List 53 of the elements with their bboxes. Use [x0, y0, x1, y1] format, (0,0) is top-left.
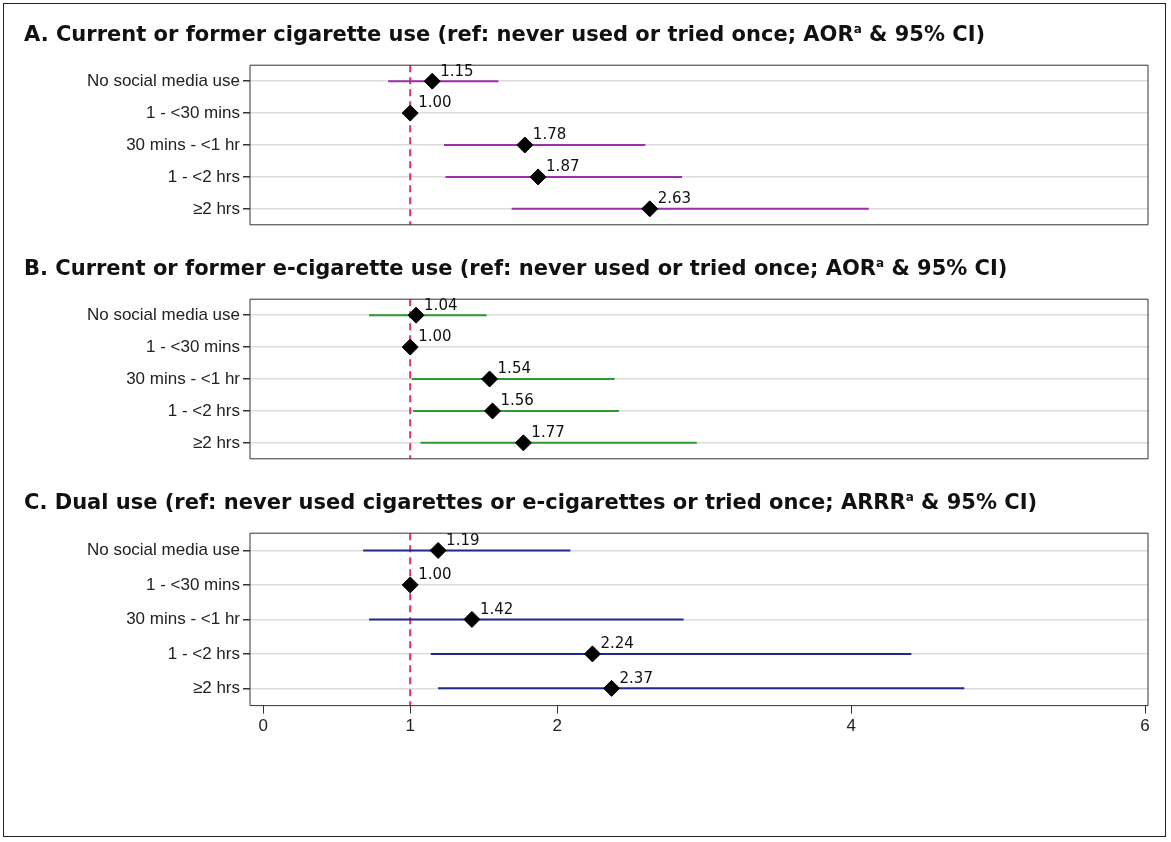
- point: [583, 645, 601, 663]
- x-tick-label: 2: [552, 716, 562, 736]
- x-tick-label: 1: [405, 716, 415, 736]
- point: [516, 136, 534, 154]
- data-label: 1.87: [546, 157, 580, 176]
- data-label: 1.42: [479, 599, 514, 618]
- y-tick-label: ≥2 hrs: [192, 432, 240, 452]
- point: [484, 402, 501, 420]
- data-label: 1.54: [497, 359, 531, 378]
- y-tick-label: 1 - <30 mins: [145, 574, 240, 594]
- data-label: 1.19: [446, 530, 480, 549]
- x-tick-label: 4: [846, 716, 856, 736]
- point: [514, 434, 532, 452]
- data-label: 1.15: [440, 61, 474, 80]
- y-tick-label: 1 - <30 mins: [145, 336, 240, 356]
- y-tick-label: 1 - <2 hrs: [167, 643, 240, 663]
- y-tick-label: No social media use: [86, 540, 240, 560]
- point: [429, 541, 447, 559]
- point: [463, 610, 481, 628]
- y-tick-label: 1 - <2 hrs: [167, 166, 240, 186]
- data-label: 1.04: [424, 295, 458, 314]
- y-tick-label: No social media use: [86, 70, 240, 90]
- y-tick-label: 30 mins - <1 hr: [126, 368, 241, 388]
- point: [401, 576, 419, 594]
- x-tick-label: 6: [1140, 716, 1150, 736]
- point: [641, 200, 659, 218]
- y-tick-label: 30 mins - <1 hr: [126, 609, 241, 629]
- point: [603, 679, 621, 697]
- data-label: 1.78: [532, 125, 567, 144]
- point: [401, 338, 419, 356]
- data-label: 1.77: [531, 423, 565, 442]
- chart-title: C. Dual use (ref: never used cigarettes or e-cigarettes or tried once; ARRR$^{a}$ & 95% CI): [23, 489, 1039, 516]
- point: [407, 306, 425, 324]
- chart-title: B. Current or former e-cigarette use (ref: never used or tried once; AOR$^{a}$ & 95% CI): [23, 255, 1009, 282]
- y-tick-label: ≥2 hrs: [192, 198, 240, 218]
- data-label: 2.63: [657, 189, 692, 208]
- y-tick-label: 1 - <30 mins: [145, 102, 240, 122]
- y-tick-label: ≥2 hrs: [192, 678, 240, 698]
- x-tick-label: 0: [258, 716, 268, 736]
- y-tick-label: 30 mins - <1 hr: [126, 134, 241, 154]
- y-tick-label: 1 - <2 hrs: [167, 400, 240, 420]
- y-tick-label: No social media use: [86, 304, 240, 324]
- data-label: 1.00: [418, 327, 452, 346]
- point: [401, 104, 419, 122]
- data-label: 2.37: [619, 668, 653, 687]
- chart-title: A. Current or former cigarette use (ref: never used or tried once; AOR$^{a}$ & 95% CI): [23, 21, 987, 48]
- data-label: 2.24: [600, 634, 634, 653]
- data-label: 1.00: [418, 565, 452, 584]
- data-label: 1.00: [418, 93, 452, 112]
- point: [423, 72, 441, 90]
- point: [529, 168, 547, 186]
- point: [481, 370, 499, 388]
- data-label: 1.56: [500, 391, 534, 410]
